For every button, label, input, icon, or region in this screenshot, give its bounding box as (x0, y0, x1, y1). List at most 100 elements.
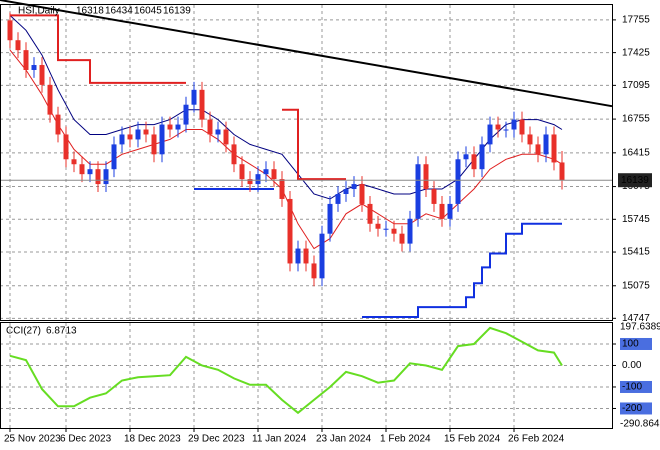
candle-body (79, 164, 85, 175)
candle-body (375, 223, 381, 229)
y-tick-label: 17755 (622, 15, 650, 26)
x-tick-label: 1 Feb 2024 (380, 434, 431, 445)
candle-body (95, 169, 101, 185)
candle-body (127, 134, 133, 140)
candle-body (159, 124, 165, 155)
candle-body (55, 114, 61, 135)
candle-body (311, 263, 317, 279)
candle-body (303, 248, 309, 264)
candle-body (431, 189, 437, 204)
level-box (620, 380, 652, 393)
y-tick-label: -200 (622, 403, 642, 414)
candle-body (455, 159, 461, 204)
candle-body (551, 134, 557, 163)
cci-title: CCI(27) (6, 326, 41, 337)
last-price-label: 16139 (621, 175, 649, 186)
candle-body (7, 20, 13, 41)
x-tick-label: 11 Jan 2024 (252, 434, 307, 445)
candle-body (535, 144, 541, 155)
candle-body (63, 134, 69, 160)
candle-body (239, 164, 245, 180)
candle-body (47, 84, 53, 115)
candle-body (343, 189, 349, 194)
y-limit-label: 197.6389 (620, 322, 660, 333)
candle-body (335, 194, 341, 204)
candle-body (87, 169, 93, 175)
y-tick-label: 0.00 (622, 360, 642, 371)
candle-body (15, 40, 21, 51)
level-box (620, 402, 652, 415)
candle-body (231, 144, 237, 165)
y-tick-label: 17095 (622, 80, 650, 91)
candle-body (295, 248, 301, 264)
y-tick-label: 14747 (622, 313, 650, 324)
y-tick-label: 16755 (622, 114, 650, 125)
last-price-box (618, 173, 652, 188)
candle-body (447, 203, 453, 219)
line-series (0, 0, 613, 108)
candle-body (271, 169, 277, 180)
x-tick-label: 6 Dec 2023 (60, 434, 112, 445)
candle-body (135, 129, 141, 140)
candle-body (103, 169, 109, 185)
candle-body (471, 154, 477, 170)
line-series (10, 14, 346, 181)
candle-body (279, 179, 285, 199)
x-tick-label: 15 Feb 2024 (444, 434, 501, 445)
y-tick-label: 16415 (622, 147, 650, 158)
price-panel: 1775517425170951675516415160751574515415… (0, 0, 652, 428)
candle-body (31, 65, 37, 70)
candle-body (175, 124, 181, 130)
candle-body (263, 169, 269, 175)
x-tick-label: 23 Jan 2024 (316, 434, 371, 445)
candle-body (151, 134, 157, 155)
candle-body (487, 124, 493, 145)
y-tick-label: 100 (622, 339, 639, 350)
candle-body (143, 129, 149, 135)
x-tick-label: 29 Dec 2023 (188, 434, 245, 445)
high-value: 16434 (105, 6, 133, 17)
candle-body (391, 228, 397, 234)
candle-body (511, 119, 517, 130)
line-series (9, 15, 563, 200)
close-value: 16139 (163, 6, 191, 17)
candle-body (559, 162, 565, 181)
line-series (9, 326, 563, 415)
y-tick-label: 15415 (622, 247, 650, 258)
candle-body (527, 134, 533, 145)
candle-body (167, 124, 173, 130)
candle-body (287, 198, 293, 264)
candle-body (255, 174, 261, 185)
cci-frame (0, 322, 613, 429)
candle-body (407, 218, 413, 244)
candle-body (327, 203, 333, 234)
line-series (194, 188, 562, 318)
y-tick-label: 15075 (622, 280, 650, 291)
candle-body (207, 119, 213, 135)
candle-body (367, 203, 373, 224)
low-value: 16045 (134, 6, 162, 17)
chart-title: HSI,Daily (18, 6, 60, 17)
cci-current: 6.8713 (46, 326, 77, 337)
candle-body (383, 228, 389, 230)
candle-body (479, 144, 485, 170)
x-tick-label: 18 Dec 2023 (124, 434, 181, 445)
open-value: 16318 (76, 6, 104, 17)
candle-body (39, 65, 45, 85)
candle-body (215, 129, 221, 135)
candle-body (399, 233, 405, 244)
price-frame (0, 4, 613, 321)
candle-body (319, 233, 325, 279)
candle-body (199, 89, 205, 120)
candle-body (543, 134, 549, 155)
candle-body (351, 184, 357, 190)
candle-body (247, 179, 253, 185)
candle-body (119, 134, 125, 145)
y-tick-label: 15745 (622, 214, 650, 225)
level-box (620, 337, 652, 350)
candle-body (359, 184, 365, 204)
candle-body (111, 144, 117, 170)
candle-body (519, 119, 525, 135)
y-tick-label: -100 (622, 382, 642, 393)
